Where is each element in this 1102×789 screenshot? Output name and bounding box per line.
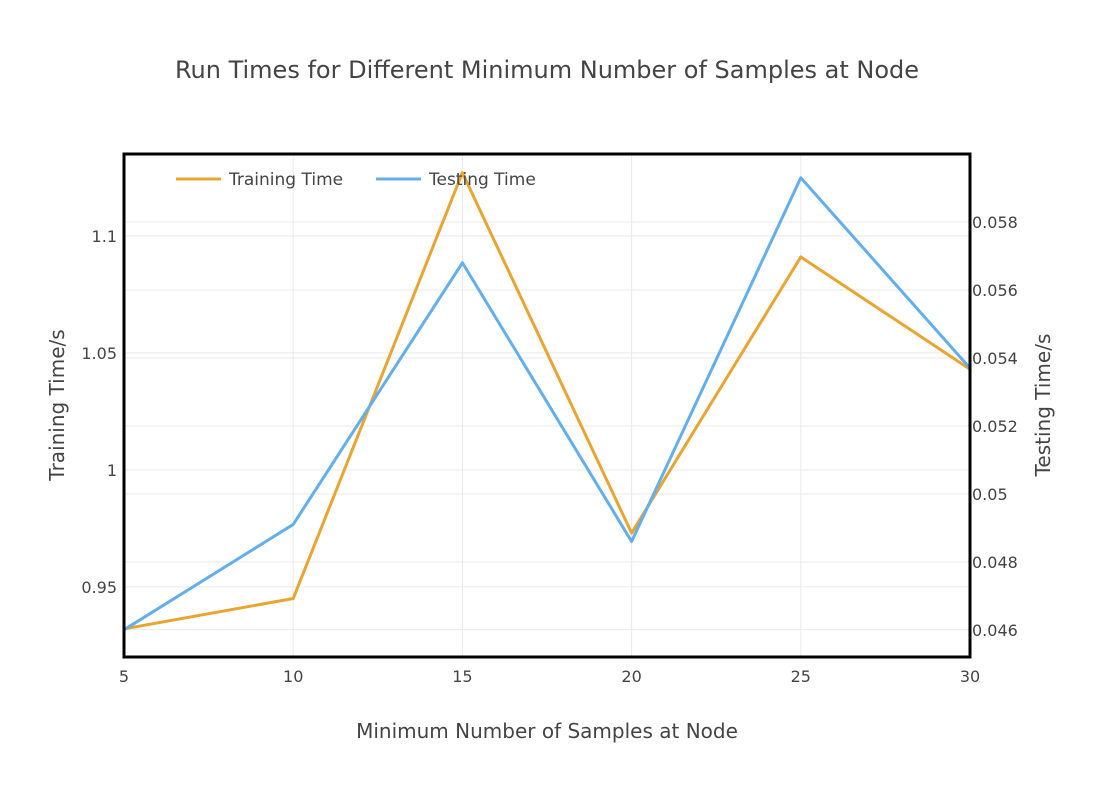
x-tick-label: 5 (119, 667, 129, 686)
legend-label-testing-time: Testing Time (428, 170, 536, 190)
y-tick-label: 1.05 (81, 344, 117, 363)
x-axis-title: Minimum Number of Samples at Node (356, 719, 738, 743)
tick-labels: 5 10 15 20 25 30 0.95 1 1.05 1.1 0.046 0.048 0.05 0.0… (81, 213, 1017, 686)
y-tick-label: 0.95 (81, 578, 117, 597)
x-tick-label: 15 (452, 667, 472, 686)
y-tick-label: 1 (107, 461, 117, 480)
x-tick-label: 20 (621, 667, 641, 686)
x-tick-label: 25 (791, 667, 811, 686)
y2-tick-label: 0.052 (972, 417, 1018, 436)
x-tick-label: 10 (283, 667, 303, 686)
y2-tick-label: 0.058 (972, 213, 1018, 232)
plot-frame (122, 152, 972, 659)
y2-tick-label: 0.054 (972, 349, 1018, 368)
series-lines (122, 171, 972, 632)
series-line-training-time (122, 171, 972, 631)
y-axis-title: Training Time/s (45, 329, 69, 481)
y2-tick-label: 0.046 (972, 621, 1018, 640)
chart-title: Run Times for Different Minimum Number o… (175, 56, 919, 84)
y2-tick-label: 0.048 (972, 553, 1018, 572)
series-line-testing-time (122, 176, 972, 632)
legend: Training Time Testing Time (176, 170, 536, 190)
y2-tick-label: 0.05 (972, 485, 1008, 504)
y2-axis-title: Testing Time/s (1031, 334, 1055, 478)
legend-label-training-time: Training Time (228, 170, 343, 190)
y2-tick-label: 0.056 (972, 281, 1018, 300)
y-tick-label: 1.1 (92, 227, 117, 246)
x-tick-label: 30 (960, 667, 980, 686)
gridlines (124, 154, 970, 657)
